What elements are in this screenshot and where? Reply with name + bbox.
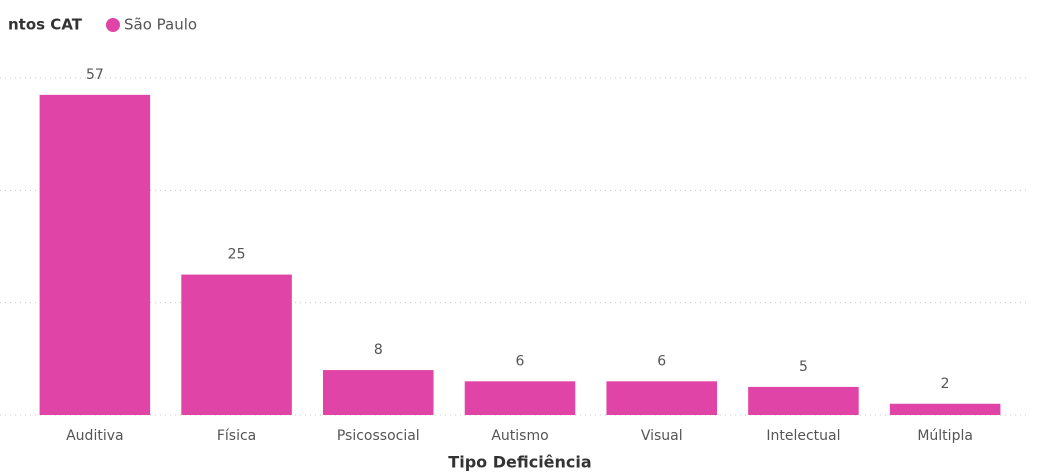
x-tick-label: Intelectual <box>766 428 840 444</box>
x-tick-label: Auditiva <box>66 428 123 444</box>
legend-title: ntos CAT <box>8 16 83 34</box>
data-label: 5 <box>799 359 808 375</box>
bar <box>606 381 717 415</box>
data-label: 8 <box>374 342 383 358</box>
bar <box>181 274 292 415</box>
data-label: 6 <box>516 353 525 369</box>
data-label: 25 <box>228 247 246 263</box>
x-tick-label: Múltipla <box>917 428 973 444</box>
bar <box>748 386 859 415</box>
bar <box>464 381 576 415</box>
x-tick-label: Psicossocial <box>337 428 420 444</box>
x-tick-label: Autismo <box>491 428 548 444</box>
data-label: 6 <box>657 353 666 369</box>
bar <box>889 403 1001 415</box>
data-label: 57 <box>86 67 104 83</box>
x-tick-label: Física <box>217 428 256 444</box>
bar <box>39 94 151 415</box>
x-axis-title: Tipo Deficiência <box>448 453 591 472</box>
x-tick-label: Visual <box>641 428 683 444</box>
bar <box>323 370 434 415</box>
legend-label: São Paulo <box>124 16 197 34</box>
legend-swatch <box>106 18 120 32</box>
data-label: 2 <box>941 376 950 392</box>
